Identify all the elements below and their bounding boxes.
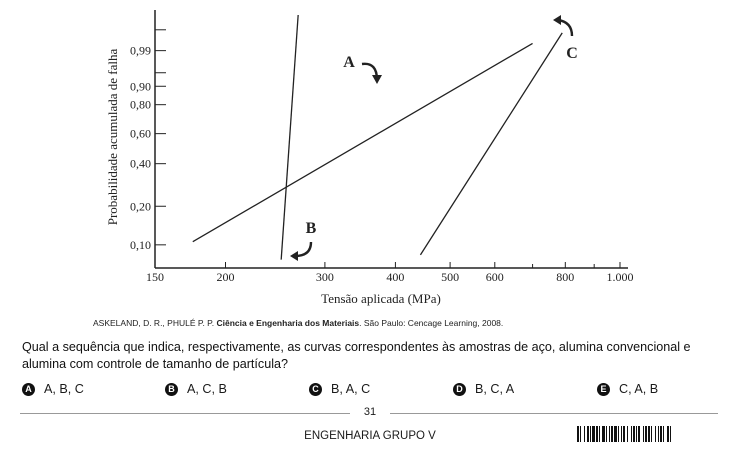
y-tick-label: 0,20: [130, 199, 151, 213]
barcode-bar: [651, 426, 652, 442]
barcode-bar: [599, 426, 600, 442]
option-d-letter: D: [453, 382, 466, 396]
barcode-bar: [587, 426, 589, 442]
x-tick-label: 400: [386, 270, 404, 284]
barcode-bar: [660, 426, 662, 442]
barcode-bar: [667, 426, 669, 442]
arrow-head-icon: [372, 75, 382, 84]
citation-title: Ciência e Engenharia dos Materiais: [216, 318, 360, 328]
arrow-head-icon: [290, 251, 298, 261]
series-line-a: [192, 42, 533, 243]
y-axis-label: Probabilidade acumulada de falha: [105, 49, 120, 226]
barcode-bar: [658, 426, 659, 442]
series-label-a: A: [343, 54, 355, 71]
y-ticks: 0,10 0,20 0,40 0,60 0,80 0,90 0,99: [130, 29, 166, 252]
option-b[interactable]: B A, C, B: [165, 382, 227, 396]
barcode-bar: [602, 426, 605, 442]
citation: ASKELAND, D. R., PHULÉ P. P. Ciência e E…: [93, 318, 503, 328]
barcode-bar: [606, 426, 607, 442]
footer-title: ENGENHARIA GRUPO V: [304, 430, 436, 442]
option-e[interactable]: E C, A, B: [597, 382, 658, 396]
barcode-bar: [584, 426, 585, 442]
option-c-letter: C: [309, 382, 322, 396]
x-tick-label: 600: [486, 270, 504, 284]
option-c[interactable]: C B, A, C: [309, 382, 370, 396]
weibull-chart: 0,10 0,20 0,40 0,60 0,80 0,90 0,99 150 200 300 40…: [105, 10, 634, 306]
barcode-bar: [645, 426, 647, 442]
option-e-letter: E: [597, 382, 610, 396]
y-tick-label: 0,80: [130, 98, 151, 112]
series-label-c: C: [566, 45, 578, 62]
series-labels: A B C: [290, 15, 578, 261]
series-line-b: [280, 14, 299, 260]
option-e-text: C, A, B: [619, 382, 659, 396]
citation-publisher: . São Paulo: Cencage Learning, 2008.: [359, 318, 504, 328]
footer-rule-left: [20, 413, 350, 414]
barcode-bar: [621, 426, 622, 442]
x-axis-label: Tensão aplicada (MPa): [321, 291, 441, 306]
series-lines: [192, 14, 563, 260]
question-text: Qual a sequência que indica, respectivam…: [22, 340, 691, 371]
option-a[interactable]: A A, B, C: [22, 382, 84, 396]
option-b-text: A, C, B: [187, 382, 227, 396]
barcode-bar: [631, 426, 632, 442]
barcode-bar: [596, 426, 598, 442]
y-tick-label: 0,40: [130, 157, 151, 171]
chart-axes: [154, 10, 628, 269]
option-b-letter: B: [165, 382, 178, 396]
series-line-c: [419, 32, 563, 256]
barcode-bar: [592, 426, 595, 442]
y-tick-label: 0,99: [130, 44, 151, 58]
citation-authors: ASKELAND, D. R., PHULÉ P. P.: [93, 318, 217, 328]
x-tick-label: 500: [441, 270, 459, 284]
barcode-bar: [611, 426, 613, 442]
barcode-bar: [636, 426, 637, 442]
barcode-bar: [577, 426, 579, 442]
arrow-head-icon: [553, 15, 561, 25]
x-tick-label: 200: [217, 270, 235, 284]
x-tick-label: 1.000: [607, 270, 634, 284]
footer-rule-right: [390, 413, 718, 414]
barcode-bar: [609, 426, 610, 442]
barcode-bar: [663, 426, 664, 442]
barcode-bar: [648, 426, 650, 442]
barcode-bar: [590, 426, 591, 442]
barcode-bar: [627, 426, 628, 442]
barcode-bar: [638, 426, 640, 442]
option-a-text: A, B, C: [44, 382, 84, 396]
x-tick-label: 300: [316, 270, 334, 284]
series-label-b: B: [306, 220, 317, 237]
option-d[interactable]: D B, C, A: [453, 382, 514, 396]
x-tick-label: 150: [146, 270, 164, 284]
y-tick-label: 0,60: [130, 127, 151, 141]
barcode-bar: [623, 426, 625, 442]
barcode-bar: [618, 426, 619, 442]
page-number: 31: [363, 406, 377, 418]
barcode-bar: [655, 426, 656, 442]
y-tick-label: 0,90: [130, 79, 151, 93]
option-c-text: B, A, C: [331, 382, 371, 396]
answer-options: A A, B, C B A, C, B C B, A, C D B, C, A …: [22, 382, 722, 400]
x-ticks: 150 200 300 400 500 600 800 1.000: [146, 262, 634, 284]
barcode-bar: [614, 426, 617, 442]
barcode-bar: [670, 426, 671, 442]
y-tick-label: 0,10: [130, 238, 151, 252]
x-tick-label: 800: [556, 270, 574, 284]
barcode-bar: [643, 426, 644, 442]
option-d-text: B, C, A: [475, 382, 515, 396]
barcode-bar: [633, 426, 635, 442]
barcode-bar: [580, 426, 581, 442]
barcode: [577, 426, 671, 442]
option-a-letter: A: [22, 382, 35, 396]
